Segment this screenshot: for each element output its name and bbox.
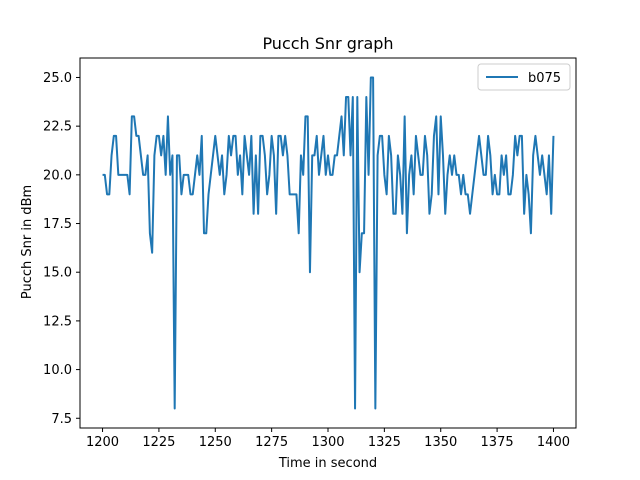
x-tick-label: 1275 (255, 435, 288, 450)
legend: b075 (477, 63, 571, 91)
y-tick-label: 17.5 (43, 217, 72, 232)
y-tick-label: 25.0 (43, 71, 72, 86)
y-tick-label: 15.0 (43, 266, 72, 281)
y-tick-label: 10.0 (43, 363, 72, 378)
x-tick-label: 1300 (311, 435, 344, 450)
x-tick-label: 1225 (142, 435, 175, 450)
x-tick-label: 1325 (368, 435, 401, 450)
x-tick-label: 1200 (86, 435, 119, 450)
y-tick-label: 20.0 (43, 168, 72, 183)
chart-title: Pucch Snr graph (262, 34, 393, 53)
y-tick-label: 7.5 (51, 412, 72, 427)
x-tick-label: 1375 (481, 435, 514, 450)
y-tick-label: 22.5 (43, 120, 72, 135)
x-tick-label: 1350 (424, 435, 457, 450)
legend-label: b075 (528, 71, 561, 86)
y-axis-label: Pucch Snr in dBm (20, 185, 35, 299)
y-tick-label: 12.5 (43, 314, 72, 329)
x-tick-label: 1250 (199, 435, 232, 450)
series-line-0 (102, 76, 555, 410)
x-tick-label: 1400 (537, 435, 570, 450)
plot-area: 1200 1225 1250 1275 1300 1325 1350 1375 1400 7.5 1… (43, 57, 577, 450)
x-axis-label: Time in second (278, 456, 377, 471)
legend-box (477, 63, 571, 91)
